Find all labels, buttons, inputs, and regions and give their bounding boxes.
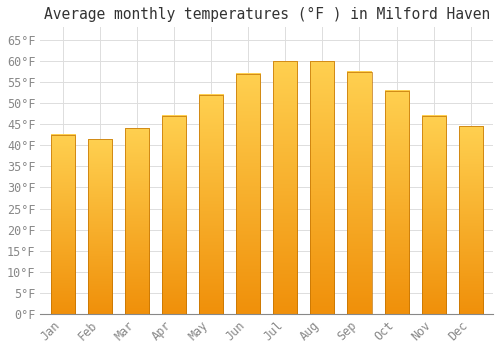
Bar: [422, 116, 446, 314]
Bar: [348, 71, 372, 314]
Bar: [124, 128, 149, 314]
Bar: [88, 139, 112, 314]
Bar: [273, 61, 297, 314]
Bar: [310, 61, 334, 314]
Bar: [162, 116, 186, 314]
Title: Average monthly temperatures (°F ) in Milford Haven: Average monthly temperatures (°F ) in Mi…: [44, 7, 490, 22]
Bar: [384, 91, 408, 314]
Bar: [199, 95, 223, 314]
Bar: [50, 135, 74, 314]
Bar: [458, 126, 483, 314]
Bar: [236, 74, 260, 314]
